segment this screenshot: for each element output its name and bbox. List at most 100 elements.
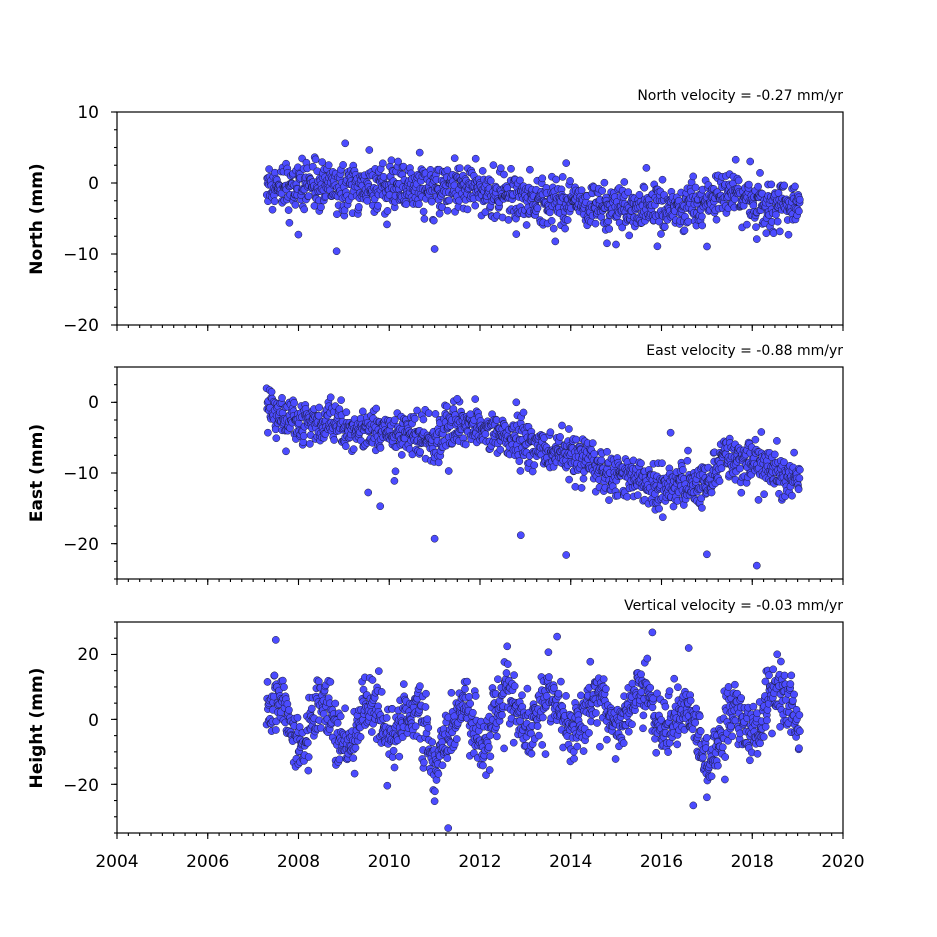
data-point	[772, 210, 780, 219]
xtick-label: 2008	[277, 852, 320, 872]
data-point	[424, 723, 433, 732]
data-point	[698, 504, 706, 512]
xtick-label: 2006	[186, 852, 229, 872]
data-point-outlier	[648, 628, 657, 637]
data-point	[761, 722, 770, 731]
data-point	[388, 753, 397, 761]
data-point	[572, 435, 580, 444]
data-point	[784, 230, 793, 239]
data-point	[746, 756, 754, 765]
data-point	[612, 240, 620, 249]
data-point	[715, 477, 724, 485]
data-point	[363, 197, 372, 205]
data-point	[624, 727, 633, 736]
data-point	[619, 739, 628, 748]
data-point	[625, 231, 634, 240]
data-point	[762, 229, 771, 238]
data-point-outlier	[689, 801, 698, 810]
data-point	[333, 210, 341, 219]
data-point	[795, 711, 804, 719]
data-point	[646, 683, 655, 692]
data-point	[585, 729, 593, 737]
data-point	[435, 209, 444, 218]
data-point	[736, 464, 744, 473]
data-point	[510, 682, 519, 690]
data-point	[337, 396, 345, 404]
data-point	[554, 689, 563, 698]
data-point	[395, 752, 404, 761]
data-point	[643, 654, 652, 663]
data-point	[504, 216, 513, 224]
data-point	[364, 488, 373, 497]
data-point	[698, 221, 707, 230]
data-point	[562, 692, 570, 700]
data-point	[463, 205, 472, 214]
height-points	[262, 628, 804, 832]
data-point	[303, 738, 312, 747]
data-point	[696, 727, 705, 736]
data-point	[387, 156, 396, 165]
data-point	[579, 747, 588, 755]
data-point	[447, 688, 456, 697]
data-point	[419, 415, 428, 424]
data-point	[443, 166, 452, 175]
data-point	[290, 399, 298, 407]
data-point	[304, 766, 313, 775]
data-point	[752, 223, 760, 231]
data-point	[419, 207, 428, 216]
data-point	[731, 680, 739, 689]
data-point	[516, 176, 524, 185]
data-point	[790, 448, 798, 457]
north-plot-frame	[116, 111, 844, 326]
data-point	[751, 435, 760, 444]
data-point	[424, 409, 433, 418]
data-point	[753, 749, 762, 758]
data-point	[780, 671, 789, 680]
data-point	[773, 217, 782, 226]
east-points	[262, 384, 804, 570]
data-point	[510, 671, 518, 679]
data-point-outlier	[430, 797, 439, 806]
data-point	[317, 203, 325, 212]
data-point	[471, 201, 480, 210]
data-point	[573, 742, 582, 751]
xtick-label: 2018	[731, 852, 774, 872]
data-point	[332, 247, 341, 256]
data-point	[623, 492, 632, 501]
data-point	[620, 178, 629, 186]
data-point-outlier	[666, 428, 675, 437]
data-point	[721, 753, 730, 761]
panel-east: East velocity = -0.88 mm/yr East (mm) 0 …	[27, 343, 844, 585]
data-point	[592, 709, 600, 717]
data-point	[737, 694, 746, 702]
data-point	[498, 711, 506, 719]
data-point	[389, 746, 398, 755]
data-point-outlier	[512, 398, 521, 407]
data-point	[399, 680, 408, 688]
data-point	[770, 450, 779, 459]
data-point	[549, 224, 558, 233]
data-point	[397, 451, 406, 459]
height-ylabel: Height (mm)	[27, 668, 47, 789]
data-point	[469, 708, 477, 717]
data-point-outlier	[553, 632, 561, 641]
data-point	[721, 775, 729, 784]
data-point	[590, 450, 599, 458]
data-point	[539, 713, 547, 722]
xtick-label: 2012	[458, 852, 501, 872]
data-point	[664, 748, 672, 756]
data-point	[674, 683, 682, 692]
data-point	[471, 154, 480, 163]
east-title: East velocity = -0.88 mm/yr	[646, 343, 843, 359]
data-point	[354, 203, 363, 211]
data-point	[796, 465, 804, 474]
data-point	[486, 731, 494, 740]
data-point	[628, 720, 636, 729]
data-point	[787, 671, 796, 680]
data-point	[341, 139, 350, 148]
data-point	[533, 722, 542, 731]
data-point	[358, 407, 367, 416]
data-point	[422, 689, 430, 698]
data-point	[702, 733, 711, 742]
data-point	[658, 175, 667, 184]
